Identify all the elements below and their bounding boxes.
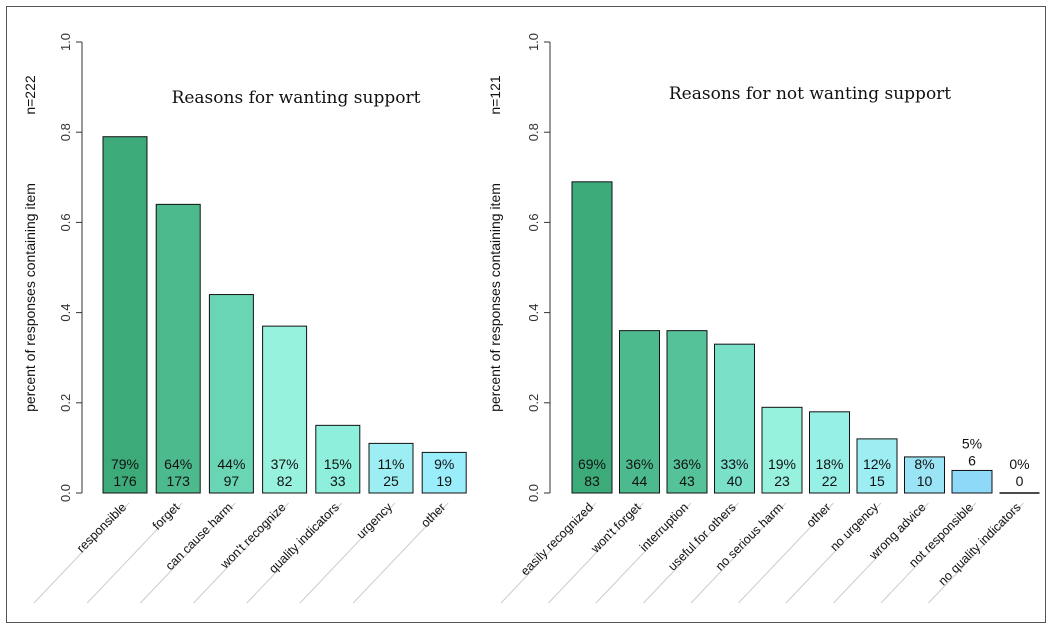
x-tick-label: urgency (354, 500, 396, 542)
y-tick-label: 0.8 (58, 123, 73, 141)
x-tick-label: other (418, 500, 448, 530)
bar-percent-label: 12% (863, 456, 891, 472)
y-tick-label: 0.6 (526, 213, 541, 231)
bar (572, 182, 612, 493)
y-tick-label: 0.0 (58, 484, 73, 502)
y-tick-label: 0.2 (58, 394, 73, 412)
bar-percent-label: 37% (271, 456, 299, 472)
bar-percent-label: 18% (815, 456, 843, 472)
x-tick-label: other (804, 500, 834, 530)
bar-percent-label: 64% (164, 456, 192, 472)
bar-percent-label: 15% (324, 456, 352, 472)
bar-percent-label: 36% (625, 456, 653, 472)
bar-count-label: 19 (436, 473, 452, 489)
bar-percent-label: 8% (914, 456, 934, 472)
chart-1: 0.0 0.2 0.4 0.6 0.8 1.0 percent of responses c… (22, 33, 466, 603)
x-tick-label: responsible (74, 500, 129, 555)
y-axis-label: percent of responses containing item (487, 183, 503, 412)
y-tick-label: 0.6 (58, 213, 73, 231)
y-tick-label: 0.2 (526, 394, 541, 412)
chart-title: Reasons for not wanting support (669, 84, 951, 104)
bar-count-label: 33 (330, 473, 346, 489)
bar (156, 204, 200, 493)
y-tick-label: 0.0 (526, 484, 541, 502)
bar-count-label: 82 (277, 473, 293, 489)
bar-count-label: 6 (968, 452, 976, 468)
bar-count-label: 25 (383, 473, 399, 489)
bar-count-label: 15 (869, 473, 885, 489)
x-tick-label: easily recognized (518, 500, 596, 578)
x-tick-label: won't forget (588, 500, 644, 556)
bar-count-label: 83 (584, 473, 600, 489)
y-tick-label: 1.0 (526, 33, 541, 51)
x-tick-label: forget (150, 500, 183, 533)
bar-percent-label: 5% (962, 435, 982, 451)
bar-count-label: 44 (632, 473, 648, 489)
bar-percent-label: 9% (434, 456, 454, 472)
n-label: n=222 (22, 75, 38, 115)
y-tick-label: 1.0 (58, 33, 73, 51)
bar-percent-label: 11% (378, 456, 405, 472)
y-tick-label: 0.4 (526, 304, 541, 322)
bar-percent-label: 79% (111, 456, 139, 472)
bar (103, 137, 147, 493)
n-label: n=121 (487, 75, 503, 115)
bar-count-label: 23 (774, 473, 790, 489)
bar-count-label: 10 (917, 473, 933, 489)
bar-count-label: 22 (822, 473, 838, 489)
bar-percent-label: 19% (768, 456, 796, 472)
bar-percent-label: 0% (1009, 456, 1029, 472)
x-tick-label: no quality indicators (936, 500, 1024, 588)
chart-2: 0.0 0.2 0.4 0.6 0.8 1.0 percent of responses c… (487, 33, 1040, 603)
y-axis-label: percent of responses containing item (22, 183, 38, 412)
bar-percent-label: 33% (720, 456, 748, 472)
bar-percent-label: 69% (578, 456, 606, 472)
bar-percent-label: 44% (217, 456, 245, 472)
bar-count-label: 176 (113, 473, 137, 489)
bar-count-label: 40 (727, 473, 743, 489)
chart-title: Reasons for wanting support (172, 88, 421, 108)
bar (952, 470, 992, 493)
bar-count-label: 97 (224, 473, 240, 489)
y-tick-label: 0.8 (526, 123, 541, 141)
y-tick-label: 0.4 (58, 304, 73, 322)
bar-count-label: 173 (167, 473, 191, 489)
bar-count-label: 43 (679, 473, 695, 489)
bar-percent-label: 36% (673, 456, 701, 472)
bar-count-label: 0 (1016, 473, 1024, 489)
